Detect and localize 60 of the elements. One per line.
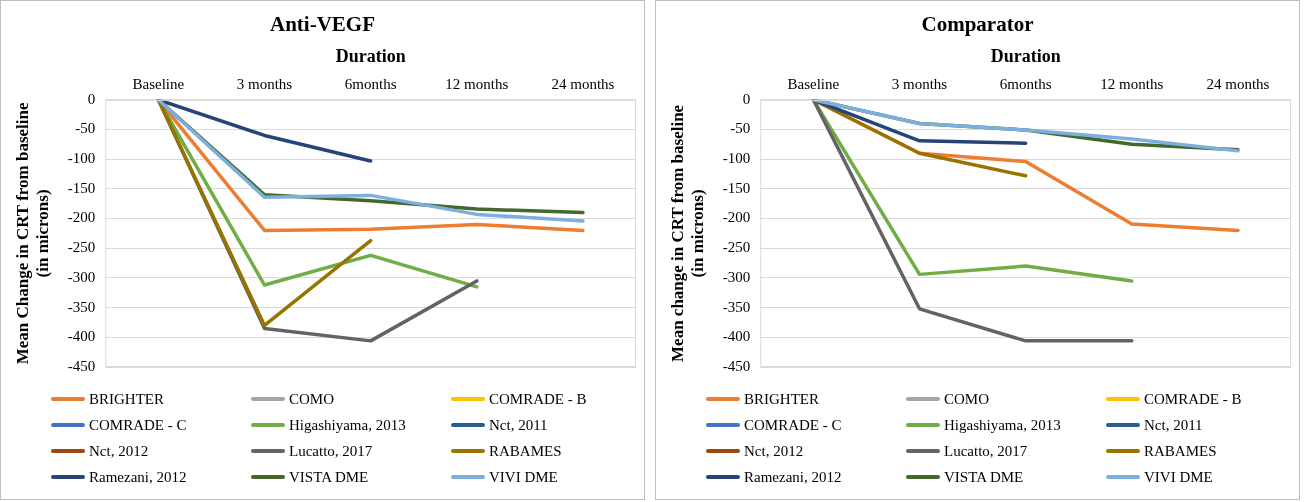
y-tick-label: -150 [722,179,751,196]
legend-label: VIVI DME [1144,468,1213,486]
x-tick-label: Baseline [132,75,185,92]
legend-label: COMRADE - B [1144,390,1242,408]
legend-label: COMO [289,390,335,408]
legend-label: COMO [944,390,990,408]
legend-label: Ramezani, 2012 [744,468,842,486]
legend-label: VISTA DME [289,468,369,486]
x-tick-label: 12 months [1100,75,1164,92]
legend-label: BRIGHTER [89,390,164,408]
legend-label: RABAMES [1144,442,1217,460]
x-tick-label: 12 months [445,75,509,92]
y-tick-label: -100 [67,150,96,167]
legend-label: VIVI DME [489,468,558,486]
legend-label: RABAMES [489,442,562,460]
y-axis-title: Mean change in CRT from baseline (in microns) [667,104,707,362]
chart-title: Anti-VEGF [270,12,375,37]
x-tick-label: 6months [344,75,397,92]
x-axis-title: Duration [990,45,1061,66]
y-tick-label: -50 [75,120,96,137]
legend-label: Ramezani, 2012 [89,468,187,486]
y-tick-label: -200 [722,209,751,226]
legend-label: VISTA DME [944,468,1024,486]
legend-label: COMRADE - C [89,416,187,434]
y-tick-label: -200 [67,209,96,226]
y-tick-label: -450 [722,357,751,374]
y-tick-label: -350 [722,298,751,315]
x-tick-label: 6months [999,75,1052,92]
y-tick-label: 0 [87,90,96,107]
x-tick-label: 24 months [551,75,615,92]
legend-label: COMRADE - C [744,416,842,434]
y-tick-label: -250 [722,239,751,256]
y-tick-label: -150 [67,179,96,196]
legend-label: Nct, 2012 [744,442,804,460]
y-tick-label: -100 [722,150,751,167]
legend-label: Lucatto, 2017 [944,442,1028,460]
y-axis-title: Mean Change in CRT from baseline (in microns) [12,102,52,365]
y-tick-label: -250 [67,239,96,256]
y-tick-label: -300 [67,268,96,285]
x-tick-label: 24 months [1206,75,1270,92]
chart-title: Comparator [921,12,1034,37]
legend-label: Nct, 2012 [89,442,149,460]
legend-label: BRIGHTER [744,390,819,408]
x-tick-label: 3 months [236,75,293,92]
legend-label: Lucatto, 2017 [289,442,373,460]
legend-label: Nct, 2011 [1144,416,1203,434]
y-tick-label: 0 [742,90,751,107]
y-tick-label: -400 [67,328,96,345]
legend-label: COMRADE - B [489,390,587,408]
y-tick-label: -450 [67,357,96,374]
legend-label: Higashiyama, 2013 [944,416,1061,434]
legend-label: Higashiyama, 2013 [289,416,406,434]
y-tick-label: -400 [722,328,751,345]
x-axis-title: Duration [335,45,406,66]
x-tick-label: 3 months [891,75,948,92]
y-tick-label: -300 [722,268,751,285]
x-tick-label: Baseline [787,75,840,92]
legend-label: Nct, 2011 [489,416,548,434]
y-tick-label: -50 [730,120,751,137]
y-tick-label: -350 [67,298,96,315]
